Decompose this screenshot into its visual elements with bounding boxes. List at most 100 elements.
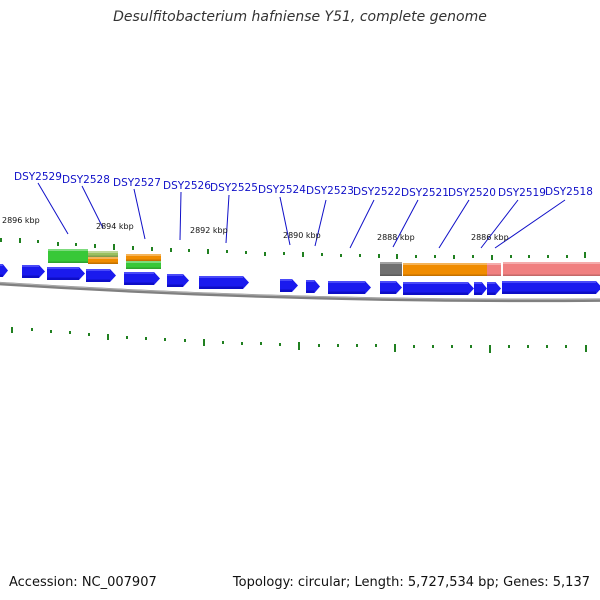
genome-title: Desulfitobacterium hafniense Y51, comple… <box>113 9 487 25</box>
feature-pink <box>487 263 501 276</box>
feature-pink-shade <box>487 274 501 276</box>
tick-mark <box>434 255 436 258</box>
tick-mark <box>19 238 21 243</box>
gene-label: DSY2525 <box>210 182 258 194</box>
feature-green-light-shade <box>88 255 118 257</box>
feature-orange-body <box>88 257 118 264</box>
tick-mark <box>394 344 396 352</box>
cds-arrow-shade <box>199 286 243 289</box>
tick-mark <box>126 336 128 339</box>
accession-text: Accession: NC_007907 <box>9 575 157 590</box>
feature-green-shine <box>48 249 88 251</box>
tick-mark <box>11 327 13 333</box>
leader-line <box>179 191 182 241</box>
tick-mark <box>508 345 510 348</box>
cds-arrow <box>0 264 8 277</box>
feature-pink-shine <box>503 262 600 264</box>
tick-mark <box>188 249 190 252</box>
leader-line <box>349 199 375 249</box>
feature-gray-shine <box>380 262 402 264</box>
kbp-label: 2896 kbp <box>2 216 40 225</box>
leader-line <box>438 199 470 249</box>
tick-mark <box>321 253 323 256</box>
feature-orange-shine <box>474 263 487 265</box>
cds-arrow-shade <box>328 291 365 294</box>
tick-mark <box>415 255 417 258</box>
tick-mark <box>566 255 568 258</box>
label-leader-lines <box>37 182 566 249</box>
leader-line <box>279 196 291 246</box>
feature-orange-shade <box>88 262 118 264</box>
kbp-labels: 2896 kbp 2894 kbp 2892 kbp 2890 kbp 2888 kbp… <box>2 216 509 242</box>
gene-labels: DSY2529 DSY2528 DSY2527 DSY2526 DSY2525 DSY25… <box>14 171 593 199</box>
cds-arrow <box>124 272 160 285</box>
cds-arrow <box>502 281 600 294</box>
kbp-label: 2888 kbp <box>377 233 415 242</box>
tick-mark <box>378 254 380 258</box>
tick-mark <box>75 243 77 246</box>
genome-backbone-highlight <box>0 282 600 300</box>
cds-arrow-shine <box>502 281 596 283</box>
feature-orange <box>403 263 474 276</box>
tick-mark <box>145 337 147 340</box>
kbp-label: 2894 kbp <box>96 222 134 231</box>
cds-arrow-shade <box>403 292 468 295</box>
feature-green-body <box>48 249 88 263</box>
tick-mark <box>584 252 586 258</box>
cds-arrow <box>474 282 487 295</box>
tick-mark <box>245 251 247 254</box>
tick-mark <box>50 330 52 333</box>
tick-mark <box>107 334 109 340</box>
cds-arrow-body <box>199 276 249 289</box>
kbp-label: 2886 kbp <box>471 233 509 242</box>
tick-mark <box>298 342 300 350</box>
tick-mark <box>432 345 434 348</box>
cds-arrow-body <box>502 281 600 294</box>
tick-mark <box>260 342 262 345</box>
gene-track <box>0 264 600 295</box>
feature-orange-shine <box>88 257 118 259</box>
feature-orange <box>88 257 118 264</box>
cds-arrow-body <box>124 272 160 285</box>
cds-arrow-shine <box>124 272 154 274</box>
cds-arrow-shade <box>280 289 292 292</box>
feature-green-body <box>126 261 161 269</box>
cds-arrow-shade <box>22 275 39 278</box>
cds-arrow <box>22 265 45 278</box>
feature-pink-body <box>503 262 600 276</box>
leader-line <box>392 199 419 248</box>
cds-arrow-body <box>167 274 189 287</box>
tick-mark <box>451 345 453 348</box>
tick-mark <box>356 344 358 347</box>
gene-label: DSY2528 <box>62 174 110 186</box>
cds-arrow-shine <box>167 274 183 276</box>
cds-arrow-shade <box>306 290 315 293</box>
cds-arrow-shine <box>380 281 396 283</box>
tick-mark <box>340 254 342 257</box>
feature-orange-body <box>126 254 161 261</box>
tick-mark <box>69 331 71 334</box>
tick-mark <box>585 345 587 352</box>
tick-mark <box>546 345 548 348</box>
cds-arrow <box>306 280 320 293</box>
leader-line <box>480 199 519 249</box>
feature-green-light-shine <box>88 251 118 253</box>
feature-orange-body <box>403 263 474 276</box>
cds-arrow-shade <box>487 292 496 295</box>
cds-arrow <box>403 282 474 295</box>
gene-label: DSY2529 <box>14 171 62 183</box>
genome-backbone <box>0 281 600 303</box>
gene-label: DSY2518 <box>545 186 593 198</box>
tick-mark <box>88 333 90 336</box>
cds-arrow-shine <box>280 279 292 281</box>
tick-mark <box>113 244 115 250</box>
cds-arrow <box>47 267 85 280</box>
feature-green-light-body <box>88 251 118 257</box>
feature-green <box>126 261 161 269</box>
feature-orange-shade <box>403 274 474 276</box>
kbp-label: 2890 kbp <box>283 231 321 240</box>
cds-arrow-shine <box>474 282 482 284</box>
cds-arrow <box>199 276 249 289</box>
cds-arrow <box>380 281 402 294</box>
